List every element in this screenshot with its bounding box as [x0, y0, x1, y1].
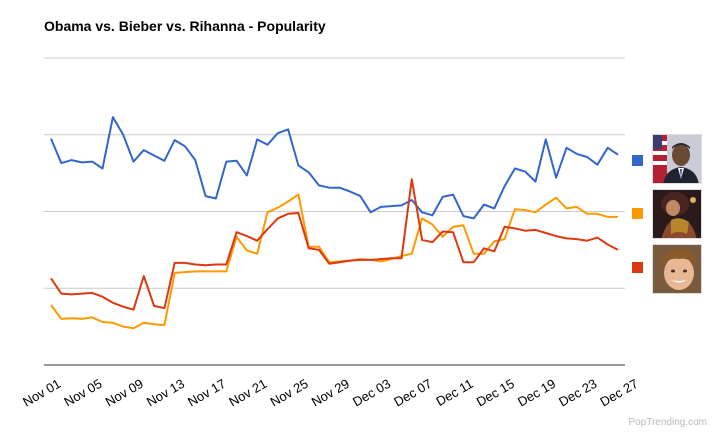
x-tick-label: Nov 01 [20, 376, 63, 410]
chart-title: Obama vs. Bieber vs. Rihanna - Popularit… [44, 18, 326, 34]
legend-swatch-bieber [632, 262, 643, 273]
x-tick-label: Nov 05 [61, 376, 104, 410]
watermark: PopTrending.com [628, 417, 707, 428]
x-tick-label: Dec 27 [597, 376, 640, 410]
x-tick-label: Dec 15 [474, 376, 517, 410]
series-line-obama [50, 116, 619, 220]
bieber-avatar [652, 244, 702, 294]
x-tick-label: Nov 25 [268, 376, 311, 410]
x-tick-label: Nov 29 [309, 376, 352, 410]
x-tick-label: Dec 23 [556, 376, 599, 410]
legend-swatch-rihanna [632, 208, 643, 219]
bieber-portrait-icon [653, 245, 701, 293]
x-tick-label: Dec 19 [515, 376, 558, 410]
rihanna-avatar [652, 189, 702, 239]
series-lines [50, 116, 619, 330]
series-line-bieber [50, 178, 619, 311]
x-tick-label: Dec 03 [350, 376, 393, 410]
series-line-rihanna [50, 193, 618, 330]
x-tick-label: Dec 07 [391, 376, 434, 410]
x-tick-label: Nov 09 [103, 376, 146, 410]
obama-portrait-icon [653, 135, 701, 183]
x-tick-label: Dec 11 [433, 376, 475, 409]
x-tick-label: Nov 13 [144, 376, 187, 410]
obama-avatar [652, 134, 702, 184]
x-tick-label: Nov 17 [185, 376, 228, 410]
x-tick-label: Nov 21 [226, 376, 269, 410]
legend-swatch-obama [632, 155, 643, 166]
rihanna-portrait-icon [653, 190, 701, 238]
